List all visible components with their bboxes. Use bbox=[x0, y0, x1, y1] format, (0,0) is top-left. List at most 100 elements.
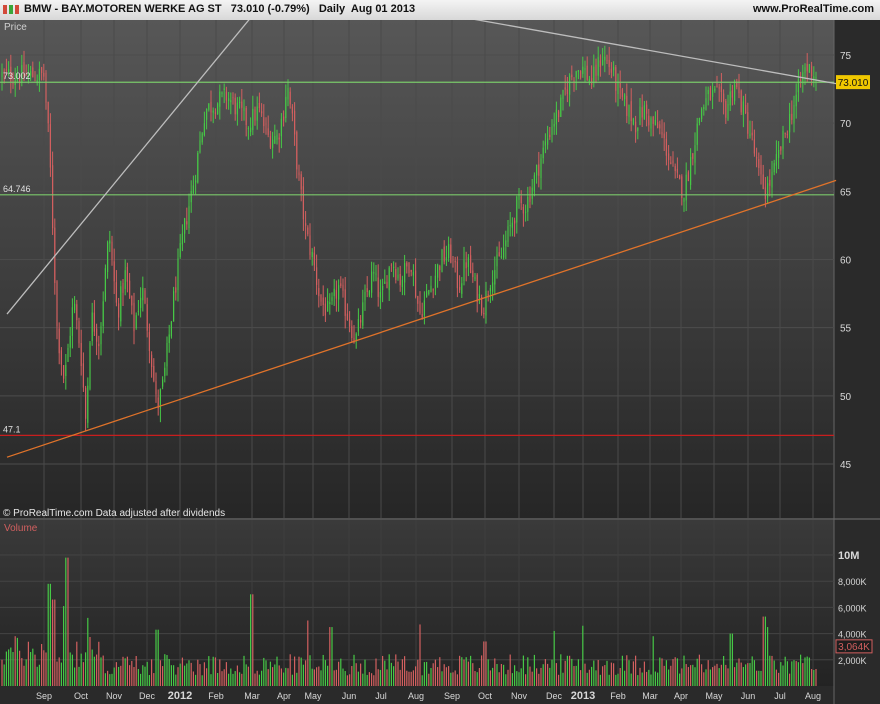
candle-body-219 bbox=[483, 313, 485, 315]
volume-bar-30 bbox=[67, 557, 69, 686]
volume-bar-315 bbox=[694, 667, 696, 686]
volume-bar-152 bbox=[335, 669, 337, 686]
candle-body-355 bbox=[782, 130, 784, 149]
volume-bar-194 bbox=[428, 673, 430, 686]
volume-bar-80 bbox=[177, 667, 179, 686]
volume-bar-189 bbox=[417, 659, 419, 686]
volume-bar-348 bbox=[767, 627, 769, 686]
volume-bar-164 bbox=[362, 673, 364, 686]
volume-bar-222 bbox=[489, 670, 491, 686]
candle-body-205 bbox=[452, 259, 454, 261]
volume-bar-146 bbox=[322, 654, 324, 686]
volume-bar-153 bbox=[338, 661, 340, 686]
candle-body-316 bbox=[696, 123, 698, 145]
candle-body-228 bbox=[503, 247, 505, 258]
volume-bar-20 bbox=[45, 652, 47, 686]
candle-body-120 bbox=[265, 123, 267, 125]
candle-body-197 bbox=[434, 275, 436, 289]
candle-body-215 bbox=[474, 277, 476, 279]
volume-bar-361 bbox=[795, 661, 797, 686]
quote: 73.010 (-0.79%) bbox=[230, 3, 310, 15]
candle-body-74 bbox=[164, 367, 166, 376]
volume-bar-107 bbox=[236, 665, 238, 686]
volume-bar-150 bbox=[331, 627, 333, 686]
candle-body-346 bbox=[762, 174, 764, 190]
candle-body-134 bbox=[296, 131, 298, 170]
trend-line-3 bbox=[6, 179, 837, 458]
volume-bar-131 bbox=[289, 654, 291, 686]
site-link[interactable]: www.ProRealTime.com bbox=[752, 3, 874, 15]
volume-bar-19 bbox=[43, 650, 45, 686]
candle-body-19 bbox=[43, 72, 45, 77]
volume-bar-94 bbox=[208, 656, 210, 686]
candle-body-97 bbox=[214, 112, 216, 114]
volume-bar-178 bbox=[393, 666, 395, 686]
candle-body-352 bbox=[775, 153, 777, 166]
candle-body-348 bbox=[767, 183, 769, 198]
candle-body-20 bbox=[45, 72, 47, 103]
candle-body-267 bbox=[588, 79, 590, 83]
volume-axis: 2,000K 4,000K 6,000K 8,000K 10M bbox=[838, 550, 867, 666]
candle-body-45 bbox=[100, 326, 102, 345]
title-bar: BMW - BAY.MOTOREN WERKE AG ST 73.010 (-0… bbox=[0, 0, 880, 21]
volume-bar-323 bbox=[712, 667, 714, 686]
volume-bar-197 bbox=[434, 659, 436, 686]
bottom-axis-bg bbox=[0, 686, 834, 704]
candle-body-168 bbox=[371, 271, 373, 293]
volume-bar-27 bbox=[60, 662, 62, 686]
volume-bar-72 bbox=[159, 660, 161, 686]
volume-bar-322 bbox=[709, 669, 711, 686]
candle-body-107 bbox=[236, 102, 238, 115]
volume-bar-93 bbox=[206, 668, 208, 686]
volume-bar-203 bbox=[448, 666, 450, 686]
candle-body-17 bbox=[38, 68, 40, 81]
candle-body-283 bbox=[624, 94, 626, 100]
chart-canvas[interactable]: 73.002 64.746 47.1 45 50 55 60 65 70 75 2,000K 4,… bbox=[0, 20, 880, 704]
volume-bar-308 bbox=[679, 673, 681, 686]
candle-body-249 bbox=[549, 134, 551, 138]
volume-bar-261 bbox=[575, 665, 577, 686]
volume-bar-133 bbox=[294, 656, 296, 686]
volume-bar-4 bbox=[10, 647, 12, 686]
volume-bar-210 bbox=[463, 659, 465, 686]
candle-body-95 bbox=[210, 101, 212, 113]
volume-bar-354 bbox=[780, 662, 782, 686]
candle-body-369 bbox=[813, 76, 815, 80]
candle-body-122 bbox=[269, 136, 271, 148]
candle-body-159 bbox=[351, 326, 353, 339]
candle-body-182 bbox=[401, 279, 403, 288]
candle-body-34 bbox=[76, 304, 78, 321]
candle-body-298 bbox=[657, 122, 659, 129]
volume-bar-118 bbox=[261, 670, 263, 686]
time-tick-label-2: Nov bbox=[106, 691, 123, 701]
volume-bar-310 bbox=[683, 655, 685, 686]
volume-bar-187 bbox=[412, 670, 414, 686]
volume-bar-47 bbox=[104, 673, 106, 686]
candle-body-170 bbox=[375, 273, 377, 275]
volume-bar-15 bbox=[34, 654, 36, 686]
volume-bar-68 bbox=[151, 659, 153, 686]
candle-body-194 bbox=[428, 290, 430, 295]
candle-body-225 bbox=[496, 254, 498, 267]
candle-body-289 bbox=[637, 127, 639, 131]
candle-body-338 bbox=[745, 105, 747, 114]
volume-bar-105 bbox=[232, 673, 234, 686]
volume-bar-53 bbox=[118, 666, 120, 686]
volume-bar-175 bbox=[386, 669, 388, 686]
volume-bar-256 bbox=[564, 660, 566, 686]
volume-bar-55 bbox=[122, 656, 124, 686]
time-tick-label-10: Jul bbox=[375, 691, 387, 701]
volume-bar-355 bbox=[782, 665, 784, 686]
candle-body-157 bbox=[346, 313, 348, 320]
volume-bar-69 bbox=[153, 673, 155, 686]
candle-body-206 bbox=[454, 260, 456, 263]
volume-bar-140 bbox=[309, 655, 311, 686]
level-label-1: 64.746 bbox=[3, 184, 31, 194]
candle-body-200 bbox=[441, 249, 443, 273]
candle-body-365 bbox=[804, 67, 806, 74]
volume-bar-172 bbox=[379, 669, 381, 686]
candle-body-102 bbox=[225, 91, 227, 101]
candle-body-322 bbox=[709, 87, 711, 101]
volume-bar-216 bbox=[476, 672, 478, 686]
candle-body-344 bbox=[758, 159, 760, 168]
